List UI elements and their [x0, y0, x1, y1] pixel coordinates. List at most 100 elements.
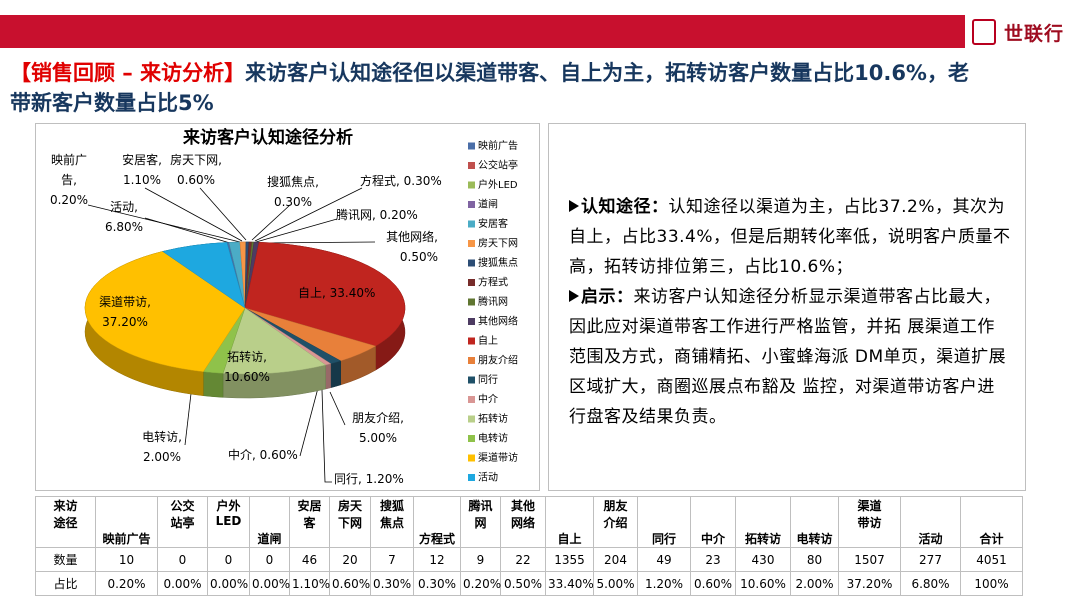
cell-text: 同行 [651, 532, 676, 546]
table-cell: 1.20% [637, 571, 691, 596]
cell-text: 10.60% [740, 576, 786, 591]
slice-side [325, 363, 332, 390]
cell-text: 0.20% [107, 576, 146, 591]
data-label: 朋友介绍, 5.00% [352, 411, 404, 445]
cell-text: 活动 [918, 532, 943, 546]
table-cell: 0 [157, 547, 208, 572]
cell-text: 自上 [557, 532, 582, 546]
cell-text: 20 [342, 552, 358, 567]
logo-icon [972, 19, 996, 45]
bullet [569, 200, 579, 212]
data-label: 腾讯网, 0.20% [336, 208, 418, 222]
legend-swatch [468, 474, 475, 481]
table-cell: 10.60% [735, 571, 791, 596]
legend-swatch [468, 259, 475, 267]
cell-text: 22 [515, 552, 531, 567]
pie-tops [84, 241, 406, 375]
table-cell: 安居客 [289, 496, 330, 548]
table-cell: 37.20% [838, 571, 901, 596]
table-cell: 0 [249, 547, 290, 572]
table-cell: 80 [790, 547, 839, 572]
insight-paragraph: 启示：来访客户认知途径分析显示渠道带客占比最大，因此应对渠道带客工作进行严格监管… [569, 282, 1011, 432]
table-cell: 渠道带访 [838, 496, 901, 548]
cell-text: 37.20% [846, 576, 893, 591]
cell-text: 其他网络 [510, 499, 535, 530]
slice [244, 241, 406, 347]
cell-text: 1507 [854, 552, 885, 567]
cell-text: 0.20% [463, 576, 502, 591]
table-cell: 0.00% [207, 571, 250, 596]
table-cell: 12 [413, 547, 461, 572]
data-label: 自上, 33.40% [298, 286, 376, 300]
cell-text: 204 [604, 552, 627, 567]
table-cell: 33.40% [545, 571, 594, 596]
insight-paragraph: 认知途径：认知途径以渠道为主，占比37.2%，其次为自上，占比33.4%，但是后… [569, 192, 1011, 282]
table-cell: 0.30% [370, 571, 414, 596]
legend-label: 自上 [478, 334, 498, 347]
table-cell: 方程式 [413, 496, 461, 548]
table-cell: 49 [637, 547, 691, 572]
table-cell: 1355 [545, 547, 594, 572]
cell-text: 0.30% [373, 576, 412, 591]
title-text: 来访客户认知途径但以渠道带客、自上为主，拓转访客户数量占比10.6%，老带新客户… [10, 61, 969, 115]
table-cell: 0.30% [413, 571, 461, 596]
legend-label: 活动 [478, 472, 498, 484]
legend-swatch [468, 279, 475, 286]
table-cell: 其他网络 [500, 496, 546, 548]
leader-line [257, 241, 376, 244]
table-cell: 电转访 [790, 496, 839, 548]
cell-text: 0.60% [332, 576, 371, 591]
table-cell: 46 [289, 547, 330, 572]
data-label: 同行, 1.20% [334, 472, 404, 486]
table-cell: 拓转访 [735, 496, 791, 548]
table-cell: 430 [735, 547, 791, 572]
cell-text: 腾讯网 [468, 499, 493, 530]
table-cell: 同行 [637, 496, 691, 548]
table-row: 占比 0.20% 0.00% 0.00% 0.00% 1.10% 0.60% 0.30% 0.3… [35, 571, 1023, 596]
cell-text: 方程式 [418, 532, 455, 546]
table-cell: 中介 [690, 496, 736, 548]
leader-line [251, 204, 291, 241]
table-cell: 0.00% [249, 571, 291, 596]
table-cell: 10 [95, 547, 158, 572]
cell-text: 公交站亭 [170, 499, 195, 530]
chart-frame [35, 123, 540, 491]
cell-text: 0.60% [693, 576, 733, 591]
cell-text: 电转访 [796, 532, 833, 546]
table-cell: 0.20% [460, 571, 502, 596]
logo-text: 世联行 [1004, 23, 1065, 45]
slide-title: 【销售回顾 – 来访分析】来访客户认知途径但以渠道带客、自上为主，拓转访客户数量… [10, 58, 985, 118]
title-tag: 【销售回顾 – 来访分析】 [10, 61, 246, 85]
legend-label: 道闸 [478, 198, 498, 211]
leader-line [329, 391, 346, 426]
table-cell: 房天下网 [329, 496, 371, 548]
leader-line [254, 187, 363, 242]
cell-text: 1.10% [292, 576, 331, 591]
cell-text: 房天下网 [337, 499, 362, 530]
cell-text: 10 [118, 552, 135, 567]
legend-label: 渠道带访 [478, 451, 518, 464]
cell-text: 0.00% [252, 576, 291, 591]
legend-swatch [468, 162, 475, 169]
cell-text: 430 [751, 552, 775, 567]
table-cell: 20 [329, 547, 371, 572]
legend-swatch [468, 415, 475, 423]
cell-text: 4051 [976, 552, 1007, 567]
insight-text: 认知途径以渠道为主，占比37.2%，其次为自上，占比33.4%，但是后期转化率低… [569, 197, 1011, 277]
data-table: 来访途径 映前广告 公交站亭 户外LED 道闸 安居客 房天下网 搜狐焦点 方程式 腾讯网 其他网络… [35, 496, 1023, 596]
table-cell: 户外LED [207, 496, 250, 548]
insight-text: 来访客户认知途径分析显示渠道带客占比最大，因此应对渠道带客工作进行严格监管，并拓… [569, 287, 1007, 427]
cell-text: 80 [806, 552, 823, 567]
leader-line [255, 218, 338, 243]
legend-label: 公交站亭 [478, 159, 518, 172]
legend-label: 同行 [478, 373, 498, 386]
cell-text: 安居客 [297, 499, 322, 530]
cell-text: 0.50% [503, 576, 543, 591]
table-cell: 277 [900, 547, 961, 572]
legend-label: 映前广告 [478, 139, 518, 152]
table-cell: 0 [207, 547, 250, 572]
legend-label: 拓转访 [478, 412, 508, 425]
table-header: 来访途径 映前广告 公交站亭 户外LED 道闸 安居客 房天下网 搜狐焦点 方程式 腾讯网 其他网络… [35, 496, 1023, 548]
data-label: 渠道带访, 37.20% [99, 295, 151, 329]
